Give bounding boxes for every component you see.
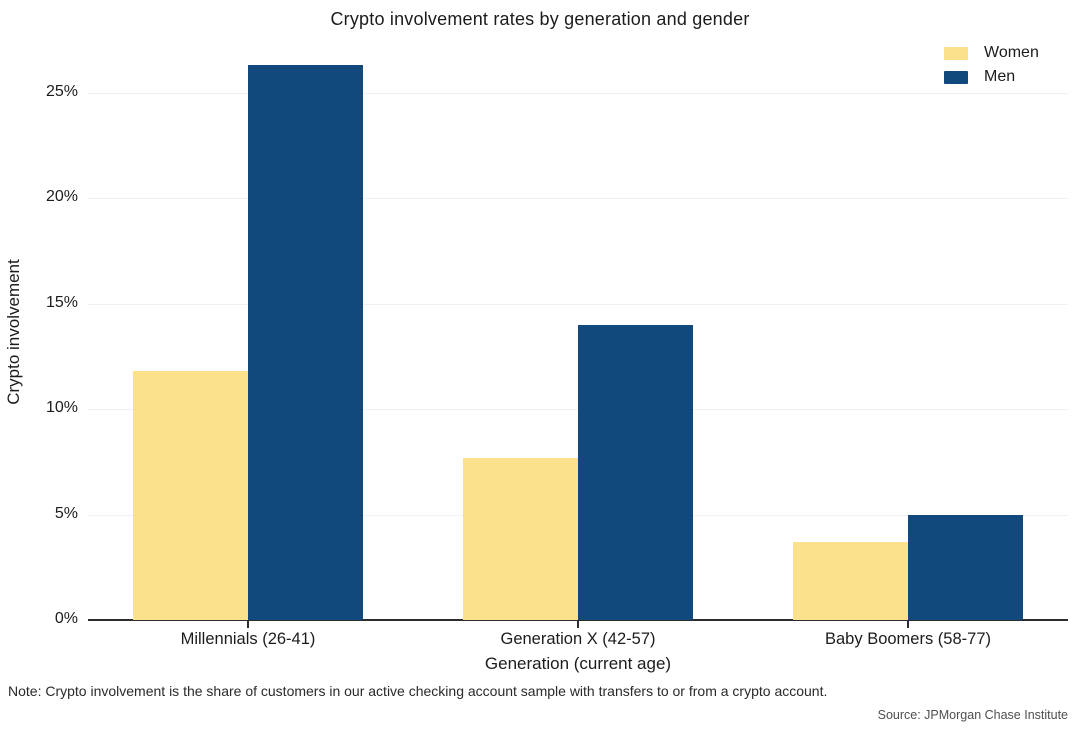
chart-title: Crypto involvement rates by generation a…	[330, 9, 750, 29]
y-tick-label-10: 10%	[45, 399, 78, 416]
legend: Women Men	[944, 41, 1039, 89]
bar-men-0	[248, 65, 363, 620]
bar-men-2	[908, 514, 1023, 620]
y-tick-label-5: 5%	[54, 504, 78, 522]
x-category-label-1: Generation X (42-57)	[500, 630, 656, 648]
gridline-20	[88, 198, 1068, 199]
x-tick-0	[247, 621, 249, 628]
y-tick-label-25: 25%	[45, 82, 78, 100]
gridline-25	[88, 92, 1068, 94]
bar-women-1	[463, 457, 578, 620]
x-category-label-2: Baby Boomers (58-77)	[825, 630, 991, 648]
x-category-label-0: Millennials (26-41)	[180, 630, 316, 648]
legend-item-women: Women	[944, 41, 1039, 65]
x-axis-line	[88, 619, 1068, 621]
bar-women-0	[133, 371, 248, 620]
legend-label-women: Women	[984, 44, 1039, 61]
legend-item-men: Men	[944, 65, 1039, 89]
x-tick-1	[577, 621, 579, 628]
x-tick-2	[907, 621, 909, 628]
bar-women-2	[793, 541, 908, 620]
legend-label-men: Men	[984, 68, 1016, 85]
x-axis-title: Generation (current age)	[484, 654, 672, 673]
legend-swatch-men	[944, 70, 968, 84]
legend-swatch-women	[944, 46, 968, 60]
y-tick-label-0: 0%	[54, 610, 78, 627]
gridline-15	[88, 303, 1068, 305]
y-tick-label-20: 20%	[45, 188, 78, 205]
note-text: Note: Crypto involvement is the share of…	[8, 683, 828, 699]
bar-men-1	[578, 324, 693, 620]
source-text: Source: JPMorgan Chase Institute	[877, 708, 1068, 722]
y-tick-label-15: 15%	[45, 293, 78, 311]
